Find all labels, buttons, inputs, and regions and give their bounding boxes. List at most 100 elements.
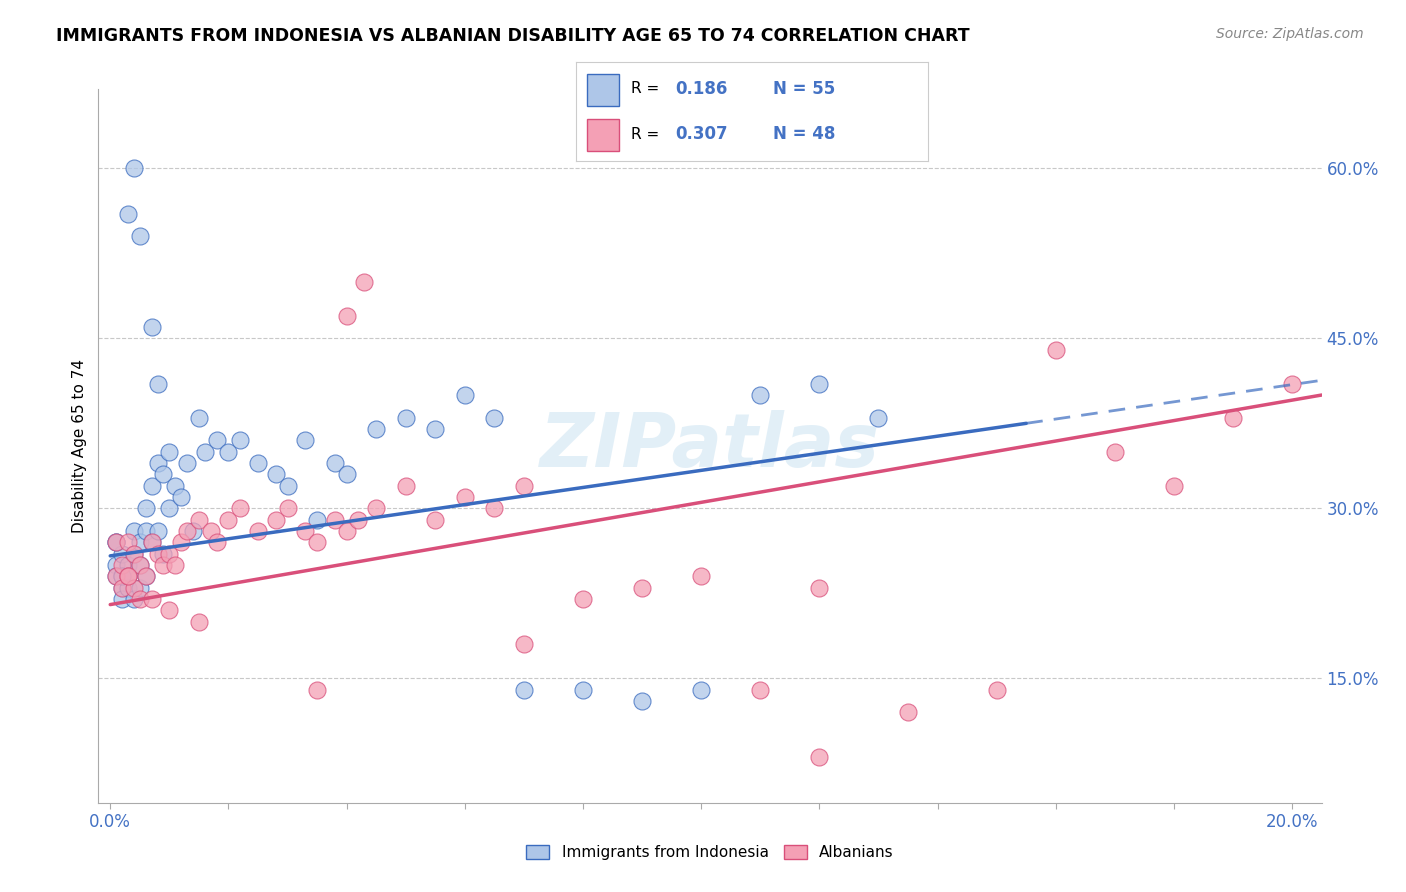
Point xyxy=(141,591,163,606)
Point xyxy=(122,591,145,606)
Point xyxy=(513,637,536,651)
Point xyxy=(122,161,145,176)
Text: R =: R = xyxy=(631,81,659,96)
Point xyxy=(749,682,772,697)
Point xyxy=(366,501,388,516)
Point xyxy=(117,569,139,583)
Point xyxy=(1104,444,1126,458)
Point xyxy=(395,478,418,492)
Point xyxy=(200,524,222,538)
Point xyxy=(307,682,329,697)
Point xyxy=(141,535,163,549)
Point xyxy=(111,558,134,572)
Point xyxy=(128,591,150,606)
Point xyxy=(157,501,180,516)
Point xyxy=(808,376,831,391)
Text: IMMIGRANTS FROM INDONESIA VS ALBANIAN DISABILITY AGE 65 TO 74 CORRELATION CHART: IMMIGRANTS FROM INDONESIA VS ALBANIAN DI… xyxy=(56,27,970,45)
Point xyxy=(246,456,269,470)
Point xyxy=(105,569,128,583)
Point xyxy=(117,581,139,595)
Point xyxy=(347,513,370,527)
Point xyxy=(141,320,163,334)
Point xyxy=(454,490,477,504)
Point xyxy=(484,501,506,516)
FancyBboxPatch shape xyxy=(586,74,619,105)
Point xyxy=(631,581,654,595)
Point xyxy=(323,456,346,470)
Point xyxy=(111,591,134,606)
Point xyxy=(187,615,209,629)
Point xyxy=(135,501,157,516)
Point xyxy=(1045,343,1067,357)
Point xyxy=(181,524,204,538)
Point xyxy=(111,569,134,583)
Point xyxy=(307,513,329,527)
Point xyxy=(1222,410,1244,425)
Point xyxy=(122,547,145,561)
Point xyxy=(276,478,298,492)
Point xyxy=(146,376,169,391)
Text: N = 55: N = 55 xyxy=(773,80,835,98)
Point xyxy=(146,456,169,470)
Point xyxy=(105,535,128,549)
Legend: Immigrants from Indonesia, Albanians: Immigrants from Indonesia, Albanians xyxy=(520,839,900,866)
Point xyxy=(205,434,228,448)
Point xyxy=(157,603,180,617)
Point xyxy=(229,434,252,448)
Point xyxy=(194,444,217,458)
Point xyxy=(117,535,139,549)
Point xyxy=(135,569,157,583)
Point xyxy=(513,682,536,697)
Point xyxy=(484,410,506,425)
Text: Source: ZipAtlas.com: Source: ZipAtlas.com xyxy=(1216,27,1364,41)
Point xyxy=(128,558,150,572)
Point xyxy=(117,569,139,583)
Point xyxy=(336,467,359,482)
Point xyxy=(122,524,145,538)
Point xyxy=(146,524,169,538)
Point xyxy=(141,478,163,492)
Text: N = 48: N = 48 xyxy=(773,125,835,143)
Point xyxy=(105,535,128,549)
Point xyxy=(572,682,595,697)
Point xyxy=(336,524,359,538)
Point xyxy=(128,535,150,549)
Text: R =: R = xyxy=(631,127,659,142)
Point xyxy=(187,513,209,527)
Point xyxy=(117,207,139,221)
Point xyxy=(307,535,329,549)
Point xyxy=(157,444,180,458)
Point xyxy=(264,513,287,527)
Point xyxy=(217,444,239,458)
Point xyxy=(152,467,174,482)
Point xyxy=(323,513,346,527)
Point xyxy=(217,513,239,527)
Text: 0.307: 0.307 xyxy=(675,125,727,143)
Point xyxy=(152,547,174,561)
Point xyxy=(122,547,145,561)
Point xyxy=(111,547,134,561)
Point xyxy=(690,569,713,583)
Point xyxy=(117,558,139,572)
Point xyxy=(454,388,477,402)
Point xyxy=(897,705,920,719)
Point xyxy=(353,275,375,289)
Point xyxy=(229,501,252,516)
Text: ZIPatlas: ZIPatlas xyxy=(540,409,880,483)
Point xyxy=(187,410,209,425)
Text: 0.186: 0.186 xyxy=(675,80,727,98)
FancyBboxPatch shape xyxy=(586,120,619,151)
Point xyxy=(176,456,198,470)
Point xyxy=(146,547,169,561)
Point xyxy=(366,422,388,436)
Point xyxy=(294,524,316,538)
Point xyxy=(176,524,198,538)
Point xyxy=(122,581,145,595)
Point xyxy=(105,535,128,549)
Point xyxy=(170,490,193,504)
Point xyxy=(128,229,150,244)
Point xyxy=(294,434,316,448)
Point xyxy=(111,581,134,595)
Point xyxy=(425,513,447,527)
Point xyxy=(631,694,654,708)
